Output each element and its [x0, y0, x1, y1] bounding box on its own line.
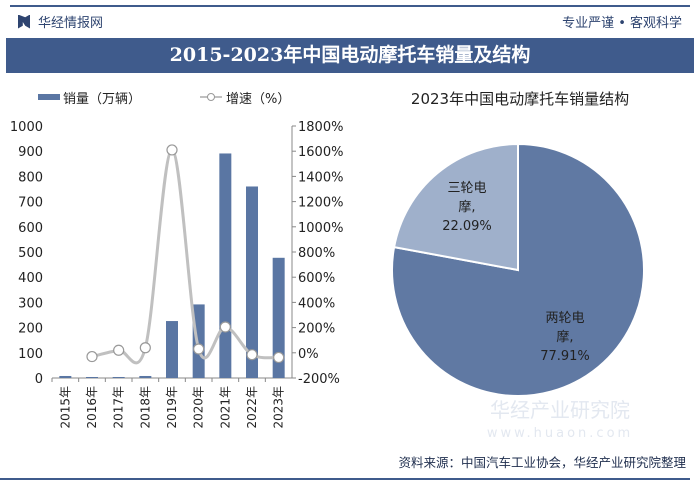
slogan: 专业严谨 • 客观科学: [562, 16, 682, 31]
growth-point: [86, 350, 98, 363]
growth-point: [219, 321, 231, 333]
x-tick-label: 2017年: [112, 386, 126, 429]
x-tick-label: 2020年: [192, 386, 206, 429]
watermark-text: 华经产业研究院: [490, 398, 630, 422]
growth-point: [166, 144, 178, 156]
bar: [166, 321, 178, 378]
left-tick-label: 600: [18, 221, 43, 236]
growth-point: [193, 343, 205, 355]
left-tick-label: 900: [18, 145, 43, 160]
left-tick-label: 1000: [10, 120, 43, 135]
bar: [139, 375, 152, 378]
left-tick-label: 500: [18, 246, 43, 261]
pie-slice: [392, 142, 519, 272]
left-tick-label: 200: [18, 322, 43, 337]
brand: 华经情报网: [18, 12, 103, 31]
pie-slice-value: 22.09%: [442, 219, 492, 234]
legend-bar-label: 销量（万辆）: [63, 92, 141, 107]
left-tick-label: 300: [18, 296, 43, 311]
legend-line-marker: [207, 93, 215, 101]
right-tick-label: 1400%: [298, 170, 343, 185]
x-tick-label: 2021年: [218, 386, 232, 429]
pie-slice-value: 77.91%: [540, 349, 590, 364]
right-tick-label: 1200%: [298, 196, 343, 211]
source-note: 资料来源：中国汽车工业协会，华经产业研究院整理: [398, 455, 686, 470]
pie-label-three-wheel: 三轮电摩, 22.09%: [427, 179, 507, 236]
watermark-url: www.huaon.com: [487, 426, 633, 441]
right-tick-label: 400%: [298, 296, 335, 311]
bar: [112, 376, 125, 378]
left-tick-label: 100: [18, 347, 43, 362]
top-divider: [10, 5, 690, 7]
pie-title: 2023年中国电动摩托车销量结构: [411, 90, 629, 108]
x-tick-label: 2015年: [58, 386, 72, 429]
legend-bar-swatch: [38, 94, 60, 100]
bar: [246, 186, 258, 378]
x-tick-label: 2016年: [85, 386, 99, 429]
bar: [272, 257, 285, 378]
x-tick-label: 2019年: [165, 386, 179, 429]
right-tick-label: 800%: [298, 246, 335, 261]
x-tick-label: 2023年: [272, 386, 286, 429]
right-tick-label: 0%: [298, 347, 319, 362]
right-tick-label: 600%: [298, 271, 335, 286]
bar: [86, 376, 98, 378]
legend-line-label: 增速（%）: [226, 92, 290, 107]
growth-point: [246, 349, 258, 361]
page-title: 2015-2023年中国电动摩托车销量及结构: [6, 38, 694, 73]
left-tick-label: 800: [18, 170, 43, 185]
bar: [59, 375, 72, 378]
bar: [219, 153, 232, 378]
right-tick-label: -200%: [298, 372, 340, 387]
right-tick-label: 1800%: [298, 120, 343, 135]
logo-icon: [18, 14, 30, 29]
growth-point: [139, 342, 151, 354]
pie-slice-label: 三轮电摩,: [447, 181, 487, 215]
growth-point: [113, 344, 125, 356]
pie-slice-label: 两轮电摩,: [545, 311, 585, 345]
left-tick-label: 700: [18, 196, 43, 211]
x-tick-label: 2022年: [245, 386, 259, 429]
growth-line: [91, 148, 279, 365]
left-tick-label: 0: [35, 372, 43, 387]
right-tick-label: 1000%: [298, 221, 343, 236]
brand-name: 华经情报网: [38, 16, 104, 31]
x-tick-label: 2018年: [138, 386, 152, 429]
right-tick-label: 200%: [298, 322, 335, 337]
left-tick-label: 400: [18, 271, 43, 286]
right-tick-label: 1600%: [298, 145, 343, 160]
pie-label-two-wheel: 两轮电摩, 77.91%: [525, 309, 605, 366]
growth-point: [273, 351, 285, 364]
bottom-divider: [0, 478, 690, 480]
